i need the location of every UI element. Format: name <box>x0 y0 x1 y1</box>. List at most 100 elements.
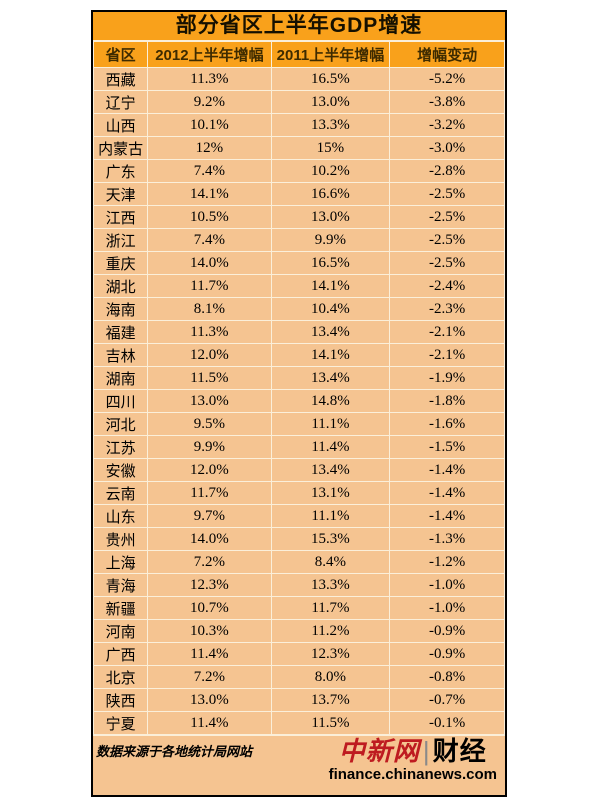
cell-2011-growth: 14.1% <box>270 343 391 367</box>
gdp-table-frame: 部分省区上半年GDP增速 省区 2012上半年增幅 2011上半年增幅 增幅变动… <box>91 10 507 797</box>
table-row: 江苏 9.9% 11.4% -1.5% <box>92 435 505 459</box>
cell-2012-growth: 9.7% <box>147 504 272 528</box>
cell-2012-growth: 7.2% <box>147 550 272 574</box>
cell-2012-growth: 10.7% <box>147 596 272 620</box>
cell-change: -1.3% <box>389 527 505 551</box>
cell-2012-growth: 11.3% <box>147 67 272 91</box>
cell-province: 吉林 <box>92 343 149 367</box>
cell-province: 安徽 <box>92 458 149 482</box>
header-cell-2011-growth: 2011上半年增幅 <box>270 41 391 68</box>
cell-change: -1.4% <box>389 458 505 482</box>
cell-change: -1.6% <box>389 412 505 436</box>
header-cell-2012-growth: 2012上半年增幅 <box>147 41 272 68</box>
cell-province: 湖南 <box>92 366 149 390</box>
cell-2011-growth: 13.3% <box>270 573 391 597</box>
header-row: 省区 2012上半年增幅 2011上半年增幅 增幅变动 <box>92 41 505 68</box>
cell-province: 陕西 <box>92 688 149 712</box>
cell-province: 宁夏 <box>92 711 149 735</box>
cell-2011-growth: 8.4% <box>270 550 391 574</box>
table-row: 浙江 7.4% 9.9% -2.5% <box>92 228 505 252</box>
cell-province: 山西 <box>92 113 149 137</box>
cell-change: -2.5% <box>389 205 505 229</box>
cell-2011-growth: 10.2% <box>270 159 391 183</box>
source-note: 数据来源于各地统计局网站 <box>96 744 253 759</box>
cell-change: -1.9% <box>389 366 505 390</box>
table-row: 辽宁 9.2% 13.0% -3.8% <box>92 90 505 114</box>
cell-2012-growth: 11.7% <box>147 274 272 298</box>
logo-chinanews: 中新网 <box>338 737 420 766</box>
cell-2012-growth: 9.9% <box>147 435 272 459</box>
table-row: 广西 11.4% 12.3% -0.9% <box>92 642 505 666</box>
cell-2012-growth: 13.0% <box>147 389 272 413</box>
table-row: 湖南 11.5% 13.4% -1.9% <box>92 366 505 390</box>
table-row: 内蒙古 12% 15% -3.0% <box>92 136 505 160</box>
table-row: 云南 11.7% 13.1% -1.4% <box>92 481 505 505</box>
table-body: 西藏 11.3% 16.5% -5.2% 辽宁 9.2% 13.0% -3.8% 山西 10.1%… <box>92 67 505 735</box>
header-cell-province: 省区 <box>92 41 149 68</box>
cell-2011-growth: 14.8% <box>270 389 391 413</box>
cell-change: -1.0% <box>389 573 505 597</box>
cell-2012-growth: 10.1% <box>147 113 272 137</box>
cell-province: 内蒙古 <box>92 136 149 160</box>
cell-change: -5.2% <box>389 67 505 91</box>
cell-change: -2.1% <box>389 343 505 367</box>
cell-2012-growth: 7.2% <box>147 665 272 689</box>
cell-2011-growth: 11.5% <box>270 711 391 735</box>
table-row: 北京 7.2% 8.0% -0.8% <box>92 665 505 689</box>
cell-2011-growth: 13.4% <box>270 366 391 390</box>
table-footer: 数据来源于各地统计局网站 中新网 | 财经 finance.chinanews.co… <box>93 735 505 795</box>
cell-2011-growth: 13.4% <box>270 458 391 482</box>
cell-2011-growth: 16.5% <box>270 67 391 91</box>
cell-2011-growth: 13.7% <box>270 688 391 712</box>
cell-2012-growth: 10.5% <box>147 205 272 229</box>
cell-province: 重庆 <box>92 251 149 275</box>
logo-url: finance.chinanews.com <box>328 766 497 783</box>
cell-province: 云南 <box>92 481 149 505</box>
cell-2012-growth: 11.7% <box>147 481 272 505</box>
table-row: 海南 8.1% 10.4% -2.3% <box>92 297 505 321</box>
cell-2011-growth: 13.0% <box>270 90 391 114</box>
cell-2011-growth: 15.3% <box>270 527 391 551</box>
cell-change: -1.2% <box>389 550 505 574</box>
cell-2011-growth: 8.0% <box>270 665 391 689</box>
cell-province: 湖北 <box>92 274 149 298</box>
cell-province: 江西 <box>92 205 149 229</box>
cell-2012-growth: 9.5% <box>147 412 272 436</box>
cell-province: 四川 <box>92 389 149 413</box>
table-row: 天津 14.1% 16.6% -2.5% <box>92 182 505 206</box>
cell-2011-growth: 9.9% <box>270 228 391 252</box>
cell-province: 山东 <box>92 504 149 528</box>
cell-2011-growth: 11.7% <box>270 596 391 620</box>
cell-2011-growth: 13.4% <box>270 320 391 344</box>
cell-province: 河北 <box>92 412 149 436</box>
cell-province: 贵州 <box>92 527 149 551</box>
table-row: 湖北 11.7% 14.1% -2.4% <box>92 274 505 298</box>
cell-change: -2.5% <box>389 182 505 206</box>
cell-province: 海南 <box>92 297 149 321</box>
cell-province: 西藏 <box>92 67 149 91</box>
cell-2012-growth: 10.3% <box>147 619 272 643</box>
logo-wordmark: 中新网 | 财经 <box>329 736 497 766</box>
cell-change: -2.5% <box>389 228 505 252</box>
cell-change: -3.0% <box>389 136 505 160</box>
cell-change: -1.0% <box>389 596 505 620</box>
cell-2012-growth: 12.3% <box>147 573 272 597</box>
table-row: 河北 9.5% 11.1% -1.6% <box>92 412 505 436</box>
logo-divider: | <box>422 736 430 766</box>
cell-change: -0.8% <box>389 665 505 689</box>
cell-change: -2.1% <box>389 320 505 344</box>
cell-2012-growth: 11.3% <box>147 320 272 344</box>
cell-province: 上海 <box>92 550 149 574</box>
cell-2012-growth: 8.1% <box>147 297 272 321</box>
cell-2011-growth: 12.3% <box>270 642 391 666</box>
cell-2012-growth: 11.5% <box>147 366 272 390</box>
cell-province: 江苏 <box>92 435 149 459</box>
cell-2011-growth: 13.0% <box>270 205 391 229</box>
cell-change: -2.8% <box>389 159 505 183</box>
cell-change: -0.9% <box>389 642 505 666</box>
cell-province: 浙江 <box>92 228 149 252</box>
table-row: 四川 13.0% 14.8% -1.8% <box>92 389 505 413</box>
cell-2011-growth: 15% <box>270 136 391 160</box>
cell-change: -2.3% <box>389 297 505 321</box>
